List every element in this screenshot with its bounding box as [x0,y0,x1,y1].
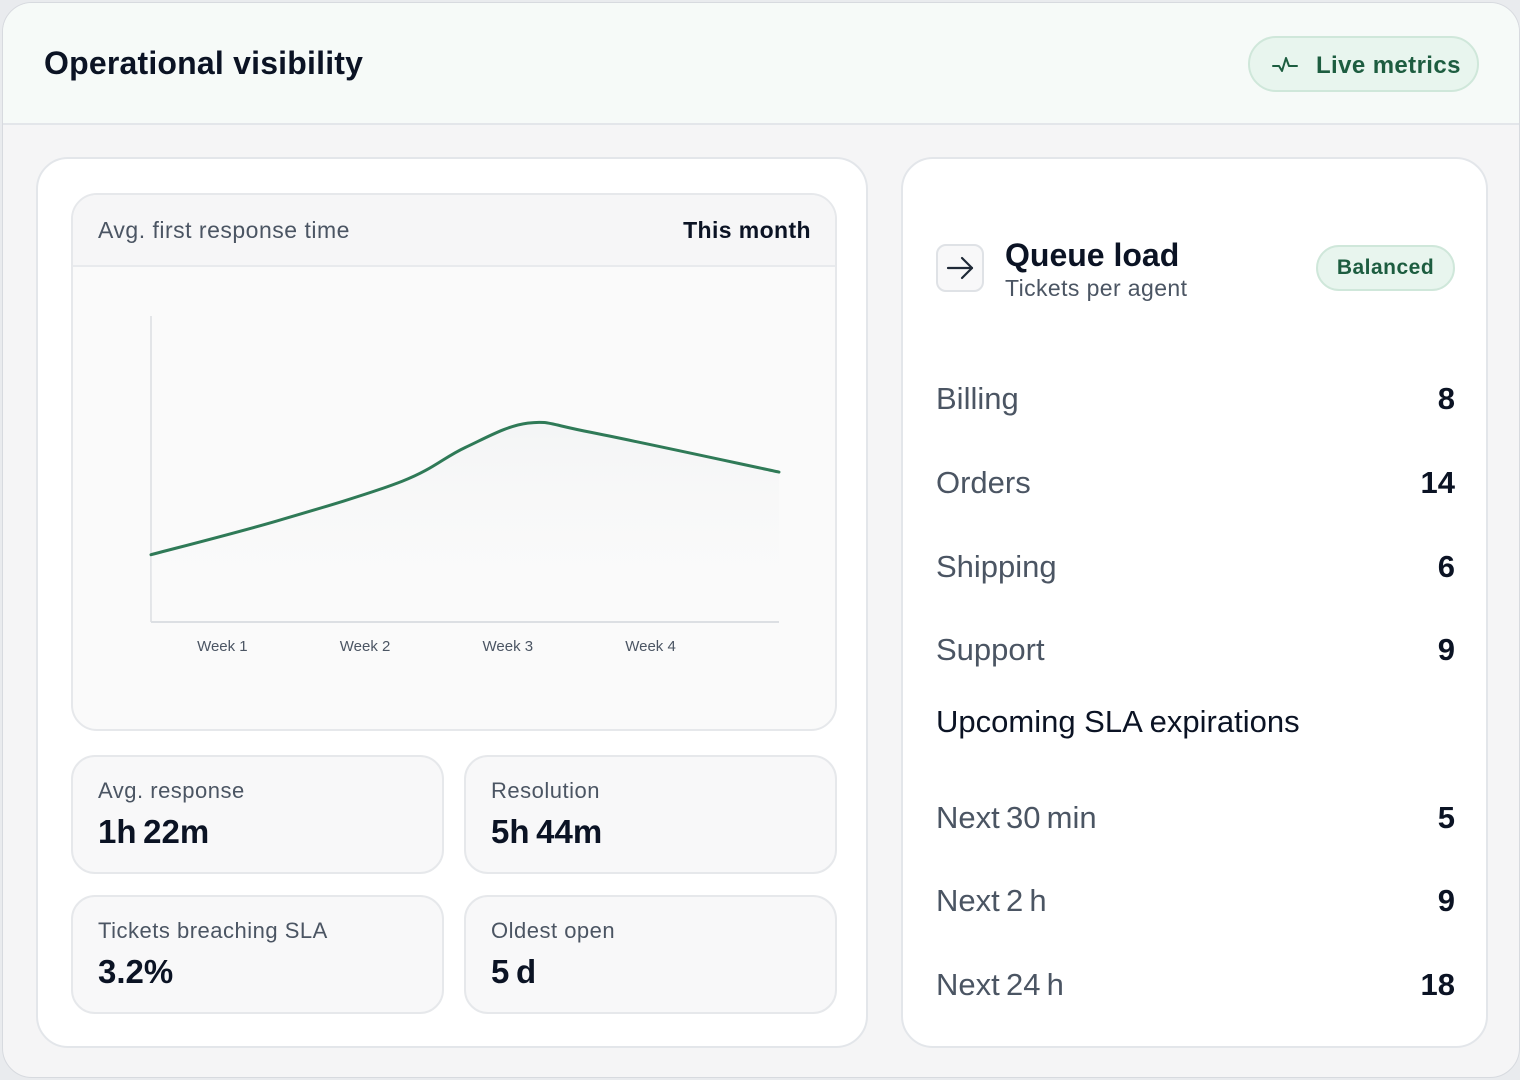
stat-label: Tickets breaching SLA [98,918,328,943]
queue-row-billing: Billing 8 [936,381,1455,425]
queue-row-label: Billing [936,381,1019,416]
response-chart-panel: Avg. first response time This month Week… [71,193,837,731]
queue-title: Queue load [1005,237,1180,273]
stat-card-oldest-open: Oldest open 5 d [464,895,837,1014]
stat-value: 1h 22m [98,813,210,850]
status-badge: Balanced [1316,245,1455,291]
x-tick-label: Week 3 [483,638,534,655]
response-time-line-chart: Week 1 Week 2 Week 3 Week 4 [149,316,781,655]
x-tick-label: Week 1 [197,638,248,655]
queue-card: Queue load Tickets per agent Balanced Bi… [901,157,1488,1048]
queue-row-value: 14 [1420,465,1455,500]
live-metrics-badge[interactable]: Live metrics [1248,36,1479,92]
series-line [149,420,781,557]
queue-subtitle: Tickets per agent [1005,275,1188,301]
sla-row-label: Next 30 min [936,800,1097,835]
stat-label: Oldest open [491,918,616,943]
sla-row-30min: Next 30 min 5 [936,800,1455,844]
stat-card-avg-response: Avg. response 1h 22m [71,755,444,874]
sla-row-value: 5 [1437,800,1455,835]
sla-row-label: Next 24 h [936,967,1064,1002]
header-bar: Operational visibility Live metrics [3,3,1519,125]
live-metrics-label: Live metrics [1316,52,1461,79]
stat-card-sla-breaching: Tickets breaching SLA 3.2% [71,895,444,1014]
queue-row-label: Support [936,632,1045,667]
pulse-icon [1272,57,1298,72]
stat-value: 5h 44m [491,813,603,850]
queue-row-orders: Orders 14 [936,465,1455,509]
queue-row-label: Shipping [936,549,1057,584]
chart-period-selector[interactable]: This month [683,217,811,243]
series-area [151,422,779,622]
arrow-right-icon-glyph [946,256,974,280]
sla-row-value: 9 [1437,883,1455,918]
response-card: Avg. first response time This month Week… [36,157,868,1048]
x-tick-label: Week 4 [625,638,676,655]
sla-heading: Upcoming SLA expirations [936,704,1300,739]
stat-label: Avg. response [98,778,245,803]
sla-row-value: 18 [1420,967,1455,1002]
sla-row-24h: Next 24 h 18 [936,967,1455,1011]
sla-row-2h: Next 2 h 9 [936,883,1455,927]
stat-label: Resolution [491,778,600,803]
page-title: Operational visibility [44,45,364,81]
queue-row-value: 9 [1437,632,1455,667]
sla-row-label: Next 2 h [936,883,1047,918]
queue-row-label: Orders [936,465,1031,500]
queue-row-value: 8 [1437,381,1455,416]
queue-row-value: 6 [1437,549,1455,584]
stat-value: 5 d [491,953,537,990]
chart-header: Avg. first response time This month [73,195,835,267]
queue-row-shipping: Shipping 6 [936,549,1455,593]
chart-title: Avg. first response time [98,217,350,243]
stat-value: 3.2% [98,953,174,990]
x-tick-label: Week 2 [340,638,391,655]
arrow-right-icon[interactable] [936,244,984,292]
queue-row-support: Support 9 [936,632,1455,676]
stat-card-resolution: Resolution 5h 44m [464,755,837,874]
